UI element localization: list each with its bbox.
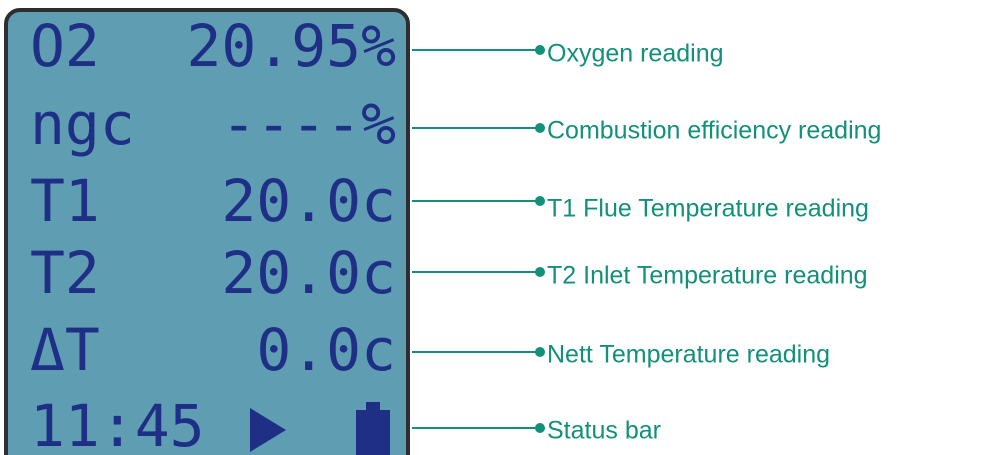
status-time: 11:45 [30,392,205,455]
annotation: Status bar [547,417,661,445]
row-label: O2 [30,12,100,80]
annotation: Combustion efficiency reading [547,117,881,145]
annotation: Oxygen reading [547,40,724,68]
row-value: 0.0c [256,316,396,384]
row-label: T1 [30,167,100,235]
row-label: ngc [30,90,135,158]
row-value: 20.0c [221,239,396,307]
annotation: T2 Inlet Temperature reading [547,262,868,290]
annotation: T1 Flue Temperature reading [547,195,869,223]
row-value: ----% [221,90,396,158]
row-value: 20.0c [221,167,396,235]
row-label: T2 [30,239,100,307]
leaders [412,46,544,432]
annotation: Nett Temperature reading [547,341,830,369]
row-label: ΔT [30,316,100,384]
row-value: 20.95% [186,12,396,80]
diagram: O2 20.95% ngc ----% T1 20.0c T2 20.0c ΔT… [0,0,984,455]
